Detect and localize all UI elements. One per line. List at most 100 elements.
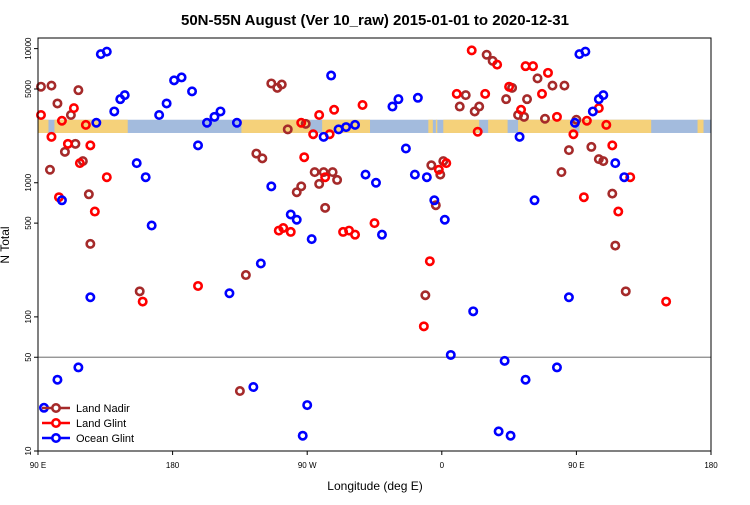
point-0-46 — [539, 113, 550, 124]
point-2-31 — [302, 400, 313, 411]
point-1-14 — [278, 222, 289, 233]
point-0-49 — [559, 80, 570, 91]
point-1-18 — [308, 129, 319, 140]
point-0-47 — [547, 80, 558, 91]
data-points — [35, 45, 672, 441]
point-2-7 — [101, 46, 112, 57]
point-2-40 — [376, 229, 387, 240]
point-2-47 — [429, 195, 440, 206]
y-tick-label-5: 5000 — [24, 80, 33, 98]
point-2-58 — [563, 292, 574, 303]
point-2-49 — [445, 349, 456, 360]
point-1-52 — [661, 296, 672, 307]
land-band-segment-6 — [443, 119, 480, 133]
point-1-0 — [35, 109, 46, 120]
point-2-21 — [209, 111, 220, 122]
point-2-50 — [468, 306, 479, 317]
point-2-14 — [154, 109, 165, 120]
point-0-57 — [620, 286, 631, 297]
point-1-15 — [285, 226, 296, 237]
legend-marker-1 — [50, 417, 61, 428]
point-2-51 — [493, 426, 504, 437]
point-2-25 — [248, 382, 259, 393]
point-2-64 — [598, 90, 609, 101]
y-tick-label-1: 50 — [24, 352, 33, 361]
series-land-nadir — [35, 49, 631, 397]
point-2-57 — [551, 362, 562, 373]
point-1-38 — [516, 104, 527, 115]
point-0-1 — [44, 164, 55, 175]
point-2-33 — [318, 131, 329, 142]
series-land-glint — [35, 45, 672, 332]
point-1-1 — [46, 131, 57, 142]
point-2-56 — [529, 195, 540, 206]
plot-area — [37, 37, 712, 452]
legend-label-0: Land Nadir — [76, 403, 130, 415]
point-0-34 — [454, 101, 465, 112]
point-0-0 — [35, 81, 46, 92]
land-band-segment-9 — [579, 119, 652, 133]
point-0-37 — [474, 101, 485, 112]
point-1-34 — [472, 126, 483, 137]
point-0-19 — [282, 124, 293, 135]
chart-title: 50N-55N August (Ver 10_raw) 2015-01-01 t… — [181, 12, 569, 29]
point-0-25 — [318, 167, 329, 178]
point-0-4 — [59, 146, 70, 157]
land-band-segment-2 — [241, 119, 311, 133]
land-band-segment-10 — [697, 119, 704, 133]
point-0-27 — [327, 167, 338, 178]
point-0-11 — [134, 286, 145, 297]
point-2-1 — [52, 374, 63, 385]
point-1-35 — [480, 88, 491, 99]
y-tick-label-4: 1000 — [24, 173, 33, 191]
point-1-6 — [74, 158, 85, 169]
point-2-42 — [393, 94, 404, 105]
x-tick-label-5: 180 — [704, 461, 718, 470]
legend-marker-0 — [50, 402, 61, 413]
point-1-5 — [68, 103, 79, 114]
y-axis-label: N Total — [0, 226, 12, 263]
x-tick-label-2: 90 W — [298, 461, 317, 470]
point-2-3 — [73, 362, 84, 373]
point-1-30 — [433, 164, 444, 175]
point-2-15 — [161, 98, 172, 109]
point-1-46 — [581, 115, 592, 126]
point-0-32 — [435, 169, 446, 180]
legend: Land Nadir Land Glint Ocean Glint — [42, 402, 134, 445]
point-1-25 — [350, 229, 361, 240]
point-2-28 — [285, 209, 296, 220]
point-0-55 — [607, 188, 618, 199]
point-2-29 — [291, 214, 302, 225]
y-tick-label-2: 100 — [24, 310, 33, 324]
point-2-61 — [580, 46, 591, 57]
point-2-12 — [140, 172, 151, 183]
point-0-54 — [598, 156, 609, 167]
point-0-29 — [420, 290, 431, 301]
point-1-7 — [80, 119, 91, 130]
point-2-27 — [266, 181, 277, 192]
point-2-41 — [387, 101, 398, 112]
land-band-segment-0 — [38, 119, 49, 133]
point-2-43 — [400, 143, 411, 154]
y-axis: 10 50 100 500 1000 5000 10000 — [24, 37, 38, 455]
point-1-8 — [85, 140, 96, 151]
point-0-30 — [426, 160, 437, 171]
point-0-2 — [46, 80, 57, 91]
point-0-15 — [257, 153, 268, 164]
point-1-48 — [601, 119, 612, 130]
x-tick-label-3: 0 — [440, 461, 445, 470]
point-1-12 — [193, 280, 204, 291]
point-2-54 — [514, 131, 525, 142]
point-0-56 — [610, 240, 621, 251]
legend-label-1: Land Glint — [76, 418, 126, 430]
point-1-31 — [441, 158, 452, 169]
point-2-46 — [421, 172, 432, 183]
point-1-4 — [62, 138, 73, 149]
land-band-segment-8 — [518, 119, 575, 133]
point-1-22 — [329, 104, 340, 115]
point-1-43 — [551, 111, 562, 122]
point-1-50 — [613, 206, 624, 217]
point-2-23 — [224, 288, 235, 299]
point-0-10 — [85, 238, 96, 249]
